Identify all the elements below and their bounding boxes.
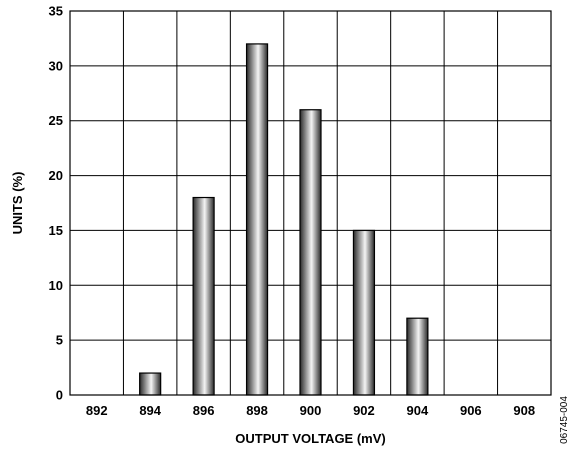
plot-frame xyxy=(69,10,552,396)
x-tick-label: 900 xyxy=(300,403,322,418)
x-tick-label: 906 xyxy=(460,403,482,418)
x-axis-title: OUTPUT VOLTAGE (mV) xyxy=(235,431,385,446)
y-tick-label: 0 xyxy=(56,388,63,403)
bar-896 xyxy=(192,196,215,396)
y-tick-labels: 0 5 10 15 20 25 30 35 xyxy=(49,4,63,403)
x-tick-label: 894 xyxy=(139,403,161,418)
bar-904 xyxy=(406,317,429,396)
x-tick-label: 904 xyxy=(407,403,429,418)
x-tick-label: 908 xyxy=(513,403,535,418)
x-tick-labels: 892 894 896 898 900 902 904 906 908 xyxy=(86,403,535,418)
y-tick-label: 35 xyxy=(49,4,63,19)
bar-902 xyxy=(352,229,376,396)
x-tick-label: 898 xyxy=(246,403,268,418)
figure-id: 06745-004 xyxy=(559,396,570,444)
bar-900 xyxy=(299,109,322,396)
y-tick-label: 15 xyxy=(49,223,63,238)
y-tick-label: 20 xyxy=(49,168,63,183)
x-tick-label: 902 xyxy=(353,403,375,418)
y-tick-label: 5 xyxy=(56,333,63,348)
y-tick-label: 25 xyxy=(49,113,63,128)
bar-898 xyxy=(245,43,269,396)
x-tick-label: 892 xyxy=(86,403,108,418)
y-tick-label: 10 xyxy=(49,278,63,293)
y-axis-title: UNITS (%) xyxy=(10,172,25,235)
x-tick-label: 896 xyxy=(193,403,215,418)
bar-894 xyxy=(139,372,162,396)
y-tick-label: 30 xyxy=(49,58,63,73)
